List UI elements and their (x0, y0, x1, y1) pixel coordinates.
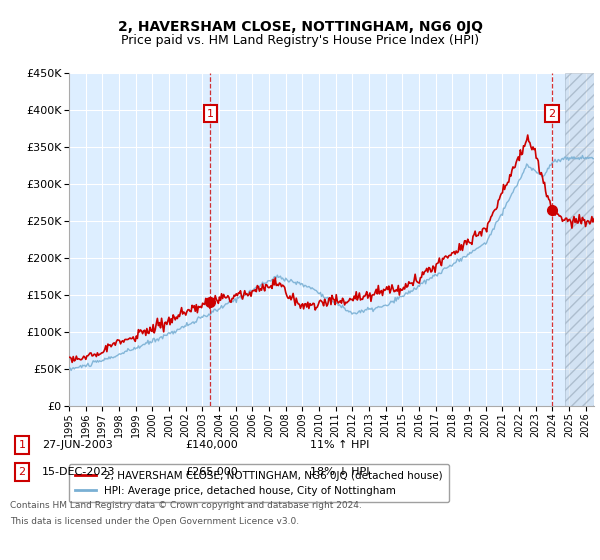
Text: 1: 1 (207, 109, 214, 119)
Bar (565, 73, 594, 406)
Legend: 2, HAVERSHAM CLOSE, NOTTINGHAM, NG6 0JQ (detached house), HPI: Average price, de: 2, HAVERSHAM CLOSE, NOTTINGHAM, NG6 0JQ … (69, 464, 449, 502)
Text: 11% ↑ HPI: 11% ↑ HPI (310, 440, 370, 450)
Text: 1: 1 (19, 440, 25, 450)
Text: Price paid vs. HM Land Registry's House Price Index (HPI): Price paid vs. HM Land Registry's House … (121, 34, 479, 46)
Text: £265,000: £265,000 (185, 467, 238, 477)
Text: 2: 2 (19, 467, 26, 477)
Text: 2: 2 (548, 109, 555, 119)
Text: £140,000: £140,000 (185, 440, 238, 450)
Text: Contains HM Land Registry data © Crown copyright and database right 2024.: Contains HM Land Registry data © Crown c… (10, 501, 362, 510)
Text: 2, HAVERSHAM CLOSE, NOTTINGHAM, NG6 0JQ: 2, HAVERSHAM CLOSE, NOTTINGHAM, NG6 0JQ (118, 20, 482, 34)
Text: 18% ↓ HPI: 18% ↓ HPI (310, 467, 370, 477)
Text: 15-DEC-2023: 15-DEC-2023 (42, 467, 115, 477)
Text: This data is licensed under the Open Government Licence v3.0.: This data is licensed under the Open Gov… (10, 517, 299, 526)
Text: 27-JUN-2003: 27-JUN-2003 (42, 440, 113, 450)
